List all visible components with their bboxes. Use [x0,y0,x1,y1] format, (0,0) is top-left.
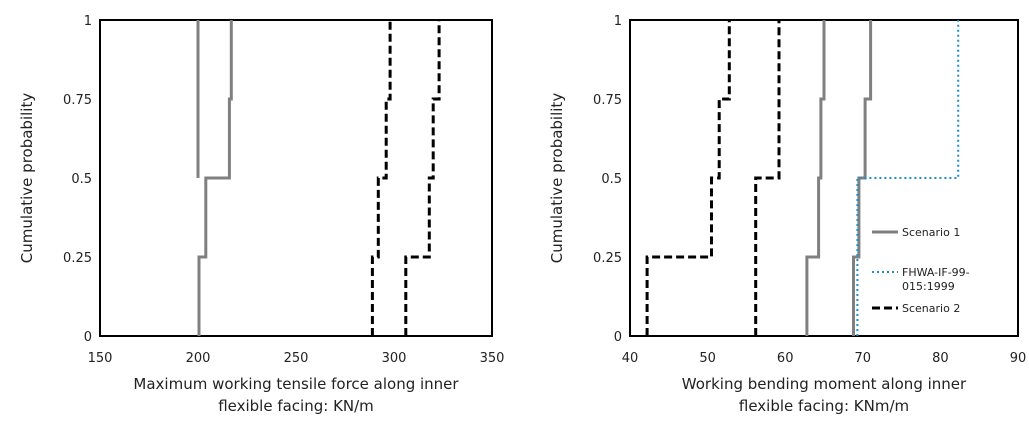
series-group [196,20,441,336]
y-tick-labels: 0 0.25 0.5 0.75 1 [63,14,92,345]
y-tick-label: 0.75 [63,93,92,108]
x-tick-label: 60 [777,351,794,366]
x-axis-title-line2: flexible facing: KN/m [218,397,374,415]
series-line-4 [645,20,731,336]
y-tick-label: 1 [84,14,92,29]
x-tick-label: 250 [284,351,309,366]
x-tick-label: 70 [855,351,872,366]
y-tick-label: 0.5 [71,172,92,187]
y-axis-title: Cumulative probability [18,93,36,264]
x-tick-label: 150 [88,351,113,366]
y-tick-label: 0 [614,330,622,345]
series-line-2 [852,20,873,336]
y-tick-label: 0 [84,330,92,345]
series-line-4 [404,20,441,336]
legend-label: Scenario 1 [902,226,960,239]
x-tick-label: 80 [932,351,949,366]
x-tick-labels: 40 50 60 70 80 90 [622,351,1027,366]
y-tick-label: 0.5 [601,172,622,187]
series-group [645,20,960,336]
x-tick-label: 40 [622,351,639,366]
series-line-5 [754,20,781,336]
x-tick-label: 350 [480,351,505,366]
y-tick-label: 0.25 [593,251,622,266]
series-line-1 [197,20,233,336]
series-line-3 [370,20,392,336]
legend-label: FHWA-IF-99- [902,266,970,279]
x-tick-labels: 150 200 250 300 350 [88,351,505,366]
y-tick-label: 0.25 [63,251,92,266]
legend: Scenario 1 FHWA-IF-99-015:1999 Scenario 2 [872,226,970,315]
x-axis-title-line2: flexible facing: KNm/m [739,397,909,415]
series-line-1 [805,20,826,336]
x-tick-label: 90 [1010,351,1027,366]
chart-tensile-force: 150 200 250 300 350 0 0.25 0.5 0.75 1 Maximum wo… [18,14,504,415]
legend-label: 015:1999 [902,280,955,293]
plot-area-frame [99,19,493,337]
legend-label: Scenario 2 [902,302,960,315]
x-tick-label: 50 [699,351,716,366]
y-tick-label: 1 [614,14,622,29]
x-tick-label: 200 [186,351,211,366]
x-tick-label: 300 [382,351,407,366]
y-axis-title: Cumulative probability [548,93,566,264]
x-axis-title-line1: Working bending moment along inner [682,375,967,393]
chart-bending-moment: 40 50 60 70 80 90 0 0.25 0.5 0.75 1 Scenario 1 FHW… [548,14,1026,415]
y-tick-label: 0.75 [593,93,622,108]
x-axis-title-line1: Maximum working tensile force along inne… [133,375,459,393]
y-tick-labels: 0 0.25 0.5 0.75 1 [593,14,622,345]
